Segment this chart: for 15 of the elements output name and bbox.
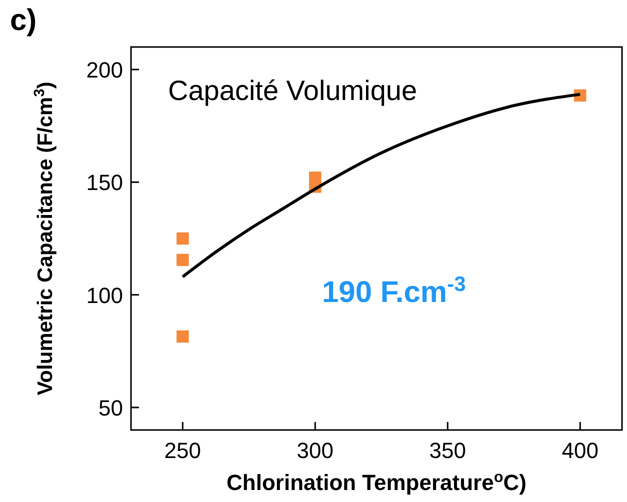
x-tick-label: 400 [562,438,598,463]
x-tick-label: 250 [164,438,202,463]
y-tick-label: 100 [86,282,123,308]
annotation: Capacité Volumique [168,75,418,106]
point [176,330,189,343]
annotation: 190 F.cm$^{-3}$ [322,272,466,309]
x-tick-label: 300 [296,438,334,463]
point [176,232,189,245]
y-tick-label: 50 [98,395,123,420]
x-axis-title: Chlorination Temperature$^{o}$C) [226,468,526,495]
point [176,254,189,266]
text: c) [10,4,37,37]
x-tick-label: 350 [429,438,466,463]
y-tick-label: 200 [86,58,123,83]
y-tick-label: 150 [86,170,123,196]
